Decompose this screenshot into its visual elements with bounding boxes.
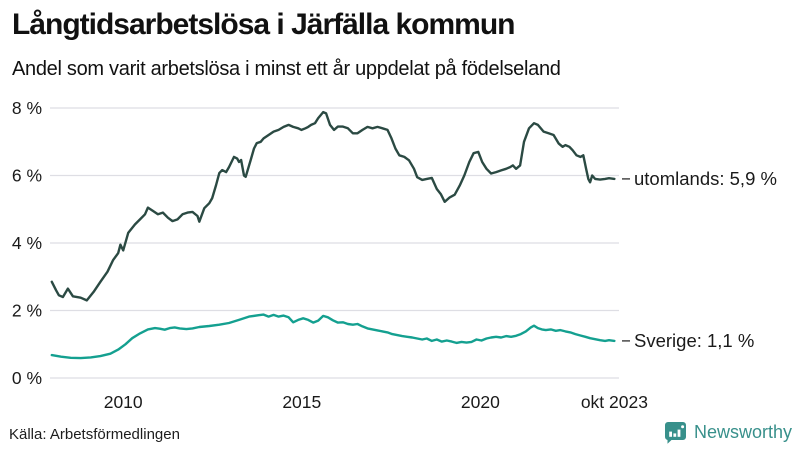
x-axis-tick-label: 2015 (282, 392, 321, 412)
y-axis-tick-label: 8 % (12, 98, 42, 118)
series-end-label-utomlands: utomlands: 5,9 % (634, 168, 777, 189)
y-axis-tick-label: 2 % (12, 301, 42, 321)
y-axis-tick-label: 4 % (12, 233, 42, 253)
source-note: Källa: Arbetsförmedlingen (9, 426, 180, 443)
series-line-utomlands (50, 110, 616, 302)
series-end-labels: utomlands: 5,9 % Sverige: 1,1 % (622, 168, 777, 351)
y-axis-tick-label: 6 % (12, 166, 42, 186)
x-axis-tick-label: 2010 (104, 392, 143, 412)
newsworthy-logo-icon (664, 422, 686, 444)
series-lines (50, 110, 616, 360)
x-axis-tick-label: okt 2023 (581, 392, 648, 412)
x-axis-tick-label: 2020 (461, 392, 500, 412)
chart-subtitle: Andel som varit arbetslösa i minst ett å… (12, 58, 561, 80)
series-end-label-sverige: Sverige: 1,1 % (634, 330, 754, 351)
gridlines (50, 107, 619, 379)
page-title: Långtidsarbetslösa i Järfälla kommun (12, 8, 515, 41)
series-line-sverige (50, 313, 616, 360)
newsworthy-brand-text: Newsworthy (693, 422, 792, 442)
newsworthy-brand: Newsworthy (664, 421, 792, 444)
y-axis-tick-label: 0 % (12, 368, 42, 388)
axis-labels: 0 % 2 % 4 % 6 % 8 % 2010 2015 2020 okt 2023 (12, 98, 648, 412)
